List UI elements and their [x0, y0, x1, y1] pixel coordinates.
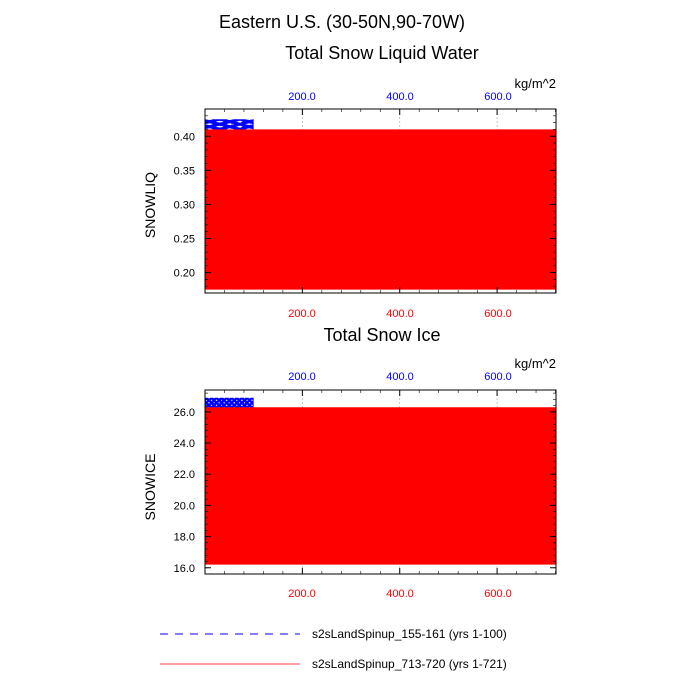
y-tick-label: 0.40 [174, 131, 195, 143]
legend-label: s2sLandSpinup_713-720 (yrs 1-721) [312, 657, 507, 671]
y-tick-label: 0.20 [174, 268, 195, 280]
y-tick-label: 18.0 [174, 532, 195, 544]
top-x-tick-label: 400.0 [386, 91, 414, 103]
units-label: kg/m^2 [514, 76, 556, 91]
bottom-x-tick-labels: 200.0 400.0 600.0 [288, 588, 512, 600]
top-x-tick-labels: 200.0 400.0 600.0 [288, 91, 512, 103]
bottom-x-tick-label: 400.0 [386, 588, 414, 600]
bottom-x-tick-labels: 200.0 400.0 600.0 [288, 308, 512, 320]
series-line-713-720 [204, 407, 557, 565]
y-tick-label: 0.25 [174, 234, 195, 246]
series-line-713-720 [204, 129, 557, 290]
y-tick-label: 0.35 [174, 165, 195, 177]
panel-title: Total Snow Ice [323, 325, 440, 345]
bottom-x-tick-label: 200.0 [288, 308, 316, 320]
y-tick-label: 22.0 [174, 469, 195, 481]
y-tick-label: 26.0 [174, 407, 195, 419]
y-tick-labels: 0.20 0.25 0.30 0.35 0.40 [174, 131, 195, 279]
panel-snowice: Total Snow Ice kg/m^2 SNOWICE 16.0 18.0 … [142, 325, 557, 600]
y-tick-label: 20.0 [174, 500, 195, 512]
main-title: Eastern U.S. (30-50N,90-70W) [219, 12, 465, 32]
top-x-tick-label: 400.0 [386, 371, 414, 383]
legend: s2sLandSpinup_155-161 (yrs 1-100) s2sLan… [160, 627, 507, 671]
panel-snowliq: Total Snow Liquid Water kg/m^2 SNOWLIQ 0… [142, 43, 557, 320]
y-tick-label: 0.30 [174, 199, 195, 211]
bottom-x-tick-label: 200.0 [288, 588, 316, 600]
y-tick-label: 16.0 [174, 563, 195, 575]
y-axis-label: SNOWLIQ [142, 172, 158, 238]
bottom-x-tick-label: 600.0 [484, 588, 512, 600]
top-x-tick-label: 200.0 [288, 91, 316, 103]
bottom-x-tick-label: 600.0 [484, 308, 512, 320]
y-tick-labels: 16.0 18.0 20.0 22.0 24.0 26.0 [174, 407, 195, 575]
top-x-tick-labels: 200.0 400.0 600.0 [288, 371, 512, 383]
legend-label: s2sLandSpinup_155-161 (yrs 1-100) [312, 627, 507, 641]
y-tick-label: 24.0 [174, 438, 195, 450]
top-x-tick-label: 600.0 [484, 91, 512, 103]
units-label: kg/m^2 [514, 356, 556, 371]
series-group [204, 119, 557, 290]
bottom-x-tick-label: 400.0 [386, 308, 414, 320]
top-x-tick-label: 200.0 [288, 371, 316, 383]
panel-title: Total Snow Liquid Water [285, 43, 478, 63]
plot-frame [204, 108, 557, 294]
top-x-tick-label: 600.0 [484, 371, 512, 383]
series-group [204, 397, 557, 565]
plot-frame [204, 389, 557, 575]
y-axis-label: SNOWICE [142, 454, 158, 521]
